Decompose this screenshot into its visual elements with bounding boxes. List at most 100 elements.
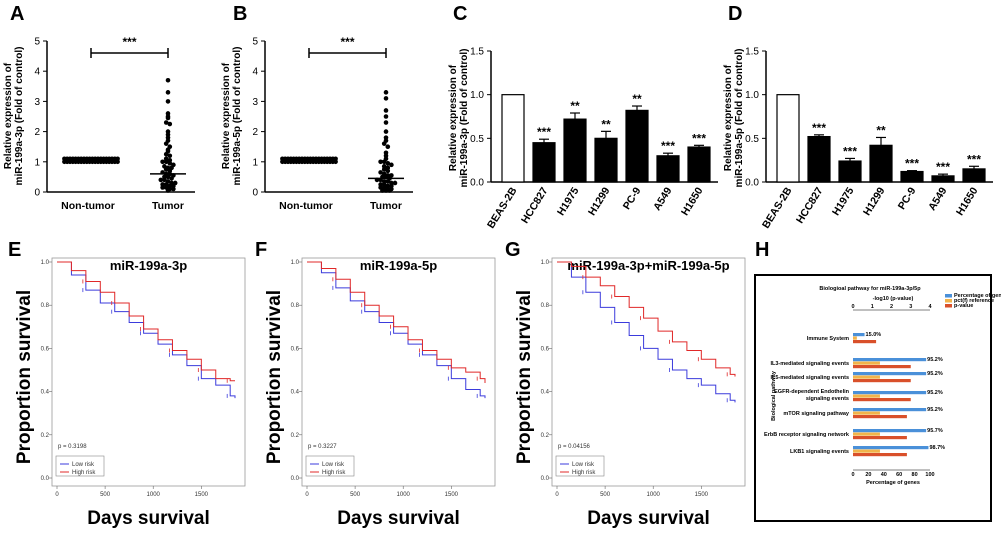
x-axis-title: Days survival [87, 508, 210, 529]
data-point [383, 129, 389, 134]
data-point [162, 164, 167, 169]
value-label: 95.2% [927, 407, 943, 413]
p-value: p = 0.3198 [58, 444, 87, 450]
pathway-label: EGFR-dependent Endothelin [774, 389, 849, 395]
legend-label: Low risk [322, 462, 345, 468]
significance-label: *** [537, 125, 551, 139]
bar [594, 137, 618, 183]
legend-swatch [945, 304, 952, 308]
legend-label: Low risk [572, 462, 595, 468]
data-point [160, 182, 165, 187]
y-tick-label: 0.0 [541, 476, 550, 482]
category-label: Tumor [152, 200, 184, 212]
bar [853, 379, 911, 383]
bar [853, 436, 907, 440]
pathway-label: LKB1 signaling events [790, 449, 849, 455]
bar [853, 340, 877, 344]
p-value: p = 0.04156 [558, 444, 591, 450]
significance-label: ** [601, 117, 611, 131]
chart-title: miR-199a-3p [110, 258, 187, 273]
data-point [381, 179, 387, 184]
significance-label: *** [661, 139, 675, 153]
y-axis-title-line1: Relative expression of [723, 64, 734, 171]
data-point [385, 183, 391, 189]
category-label: Non-tumor [61, 200, 115, 212]
significance-label: *** [967, 152, 981, 166]
y-tick-label: 1 [34, 157, 40, 168]
data-point [171, 162, 176, 168]
bottom-tick-label: 80 [912, 472, 918, 478]
y-tick-label: 0.2 [291, 433, 300, 439]
y-tick-label: 0.4 [41, 390, 50, 396]
data-point [160, 159, 165, 165]
survival-curve-high-risk [557, 261, 736, 377]
bar [501, 94, 525, 183]
pathway-label: IL5-mediated signaling events [770, 375, 849, 381]
data-point [165, 129, 171, 134]
p-value: p = 0.3227 [308, 444, 337, 450]
bar [853, 449, 880, 453]
legend-label: Percentage of genes [954, 293, 1001, 299]
category-label: Non-tumor [279, 200, 333, 212]
data-point [158, 177, 164, 183]
data-point [163, 156, 169, 162]
y-tick-label: 0.4 [541, 390, 550, 396]
x-tick-label: 500 [350, 492, 361, 498]
data-point [383, 90, 389, 95]
significance-label: *** [122, 35, 136, 49]
y-axis-title-line2: miR-199a-5p (Fold of control) [232, 47, 243, 186]
x-tick-label: 500 [600, 492, 611, 498]
data-point [165, 179, 171, 184]
y-tick-label: 0.2 [41, 433, 50, 439]
chart-f: miR-199a-5p 0.0 0.2 0.4 0.6 0.8 1.0 0 500 1000 150… [264, 257, 496, 529]
category-label: BEAS-2B [485, 185, 520, 231]
bar [853, 408, 927, 412]
value-label: 95.2% [927, 390, 943, 396]
legend-label: Low risk [72, 462, 95, 468]
plot-frame [301, 257, 496, 487]
significance-label: *** [905, 157, 919, 171]
y-tick-label: 0.5 [745, 134, 759, 145]
y-tick-label: 1.0 [541, 260, 550, 266]
plot-frame [551, 257, 746, 487]
data-point [163, 120, 169, 125]
y-tick-label: 5 [252, 37, 258, 48]
pathway-label: signaling events [806, 396, 849, 402]
y-tick-label: 1.0 [470, 90, 484, 101]
bar [962, 168, 986, 183]
category-label: H1975 [555, 185, 582, 218]
legend-label: High risk [322, 470, 346, 476]
bar [838, 160, 862, 183]
data-point [378, 159, 383, 165]
x-axis-title: Percentage of genes [866, 480, 920, 486]
category-label: H1650 [679, 185, 706, 218]
survival-curve-low-risk [557, 261, 736, 403]
category-label: Tumor [370, 200, 402, 212]
panel-label-h: H [755, 239, 769, 261]
significance-label: ** [570, 99, 580, 113]
data-point [392, 180, 398, 186]
data-point [172, 180, 178, 186]
y-axis-title: Proportion survival [514, 290, 535, 464]
bar [853, 372, 927, 376]
bar [853, 365, 911, 369]
data-point [383, 108, 389, 113]
bar [900, 170, 924, 183]
category-label: PC-9 [896, 185, 919, 212]
data-point [333, 156, 338, 162]
y-tick-label: 0.8 [541, 303, 550, 309]
panel-label-b: B [233, 3, 247, 25]
survival-curve-high-risk [57, 261, 235, 382]
data-point [385, 173, 391, 178]
bar [853, 391, 927, 395]
panel-label-d: D [728, 3, 742, 25]
x-tick-label: 0 [305, 492, 309, 498]
y-tick-label: 0.0 [745, 178, 759, 189]
y-axis-title-line2: miR-199a-3p (Fold of control) [459, 49, 470, 188]
y-tick-label: 0.8 [41, 303, 50, 309]
bar [853, 453, 907, 457]
value-label: 98.7% [929, 445, 945, 451]
y-tick-label: 1.5 [745, 47, 759, 58]
bottom-tick-label: 40 [881, 472, 887, 478]
data-point [378, 170, 383, 175]
